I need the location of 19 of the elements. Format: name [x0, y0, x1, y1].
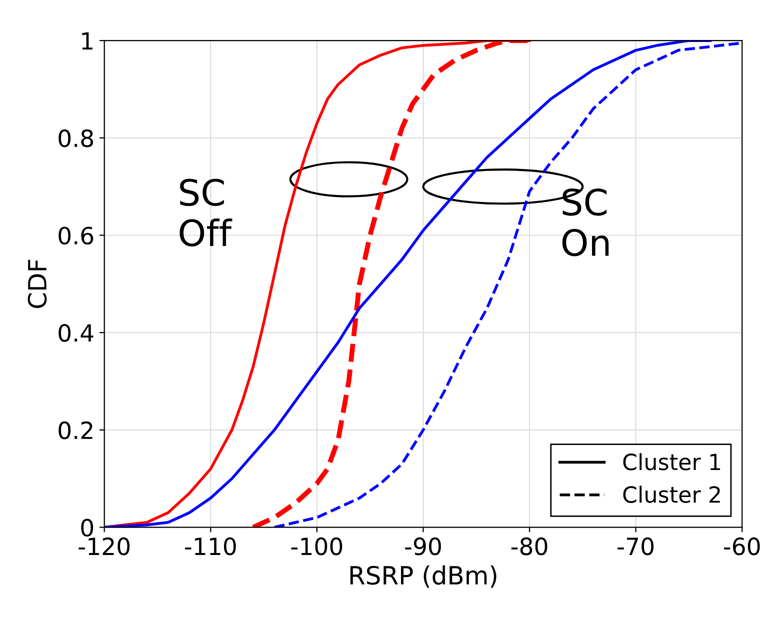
y-tick-label: 0.6: [58, 226, 94, 245]
x-tick-label: -80: [511, 537, 548, 556]
x-axis-title: RSRP (dBm): [350, 565, 496, 588]
legend-label: Cluster 1: [623, 453, 720, 470]
y-tick-label: 0.8: [58, 129, 94, 148]
annotation: SC Off: [180, 178, 232, 246]
legend-label: Cluster 2: [623, 486, 720, 503]
y-tick-label: 1: [82, 32, 92, 50]
x-tick-label: -90: [405, 537, 441, 556]
y-axis-title: CDF: [28, 260, 47, 308]
y-tick-label: 0.4: [58, 324, 94, 342]
annotation: SC On: [562, 188, 609, 256]
x-tick-label: -60: [724, 537, 760, 556]
x-tick-label: -110: [185, 537, 236, 556]
y-tick-label: 0: [81, 518, 94, 537]
y-tick-label: 0.2: [58, 421, 92, 440]
x-tick-label: -120: [78, 537, 130, 556]
x-tick-label: -100: [291, 537, 342, 556]
x-tick-label: -70: [618, 537, 654, 556]
